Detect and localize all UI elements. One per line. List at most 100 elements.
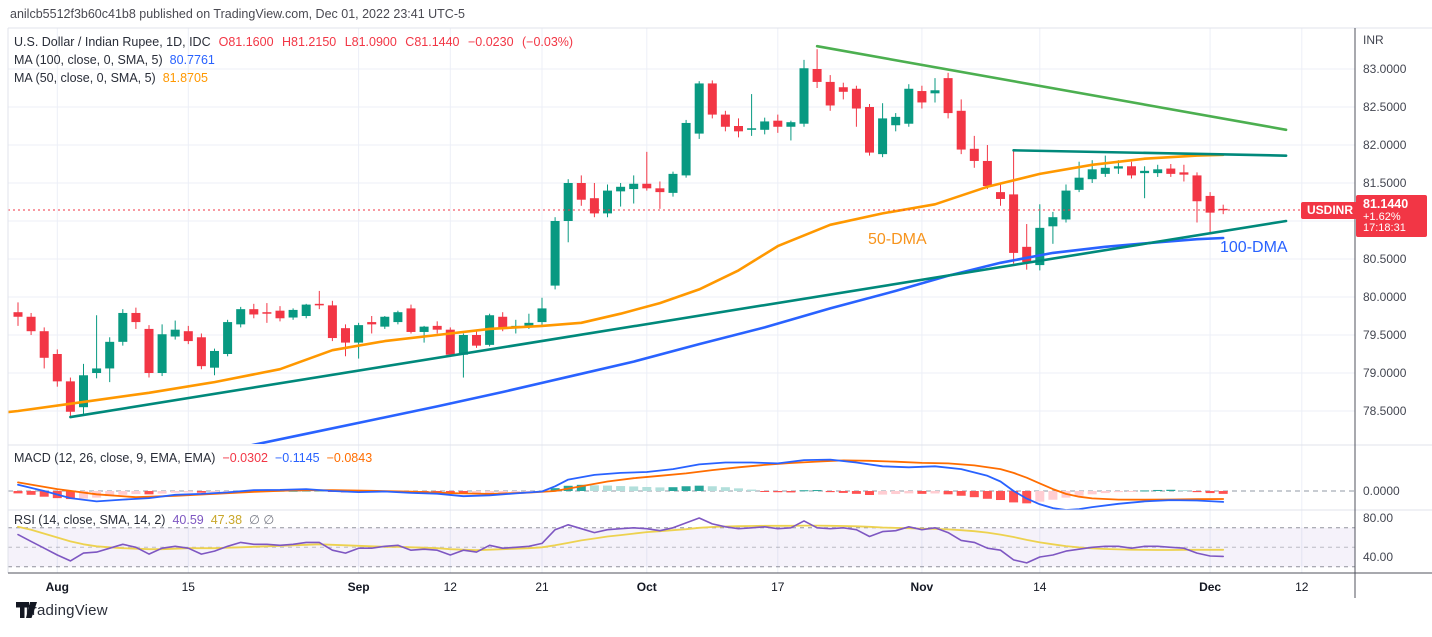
macd-pane[interactable] <box>8 458 1355 510</box>
candle-body <box>341 328 350 343</box>
macd-histogram-bar <box>904 491 914 494</box>
price-pane[interactable] <box>0 44 1355 447</box>
rsi-pane[interactable] <box>8 517 1355 568</box>
candle-body <box>367 322 377 325</box>
publish-watermark: anilcb5512f3b60c41b8 published on Tradin… <box>10 7 465 21</box>
price-tick-label: 82.0000 <box>1363 138 1407 152</box>
candle-body <box>943 78 953 114</box>
candle-body <box>734 126 743 132</box>
macd-histogram-bar <box>79 491 88 499</box>
candle-body <box>812 69 822 82</box>
rsi-line <box>17 517 1224 564</box>
candle-body <box>1140 170 1150 174</box>
candle-body <box>603 190 612 214</box>
candle-body <box>472 335 481 346</box>
macd-histogram-bar <box>550 488 560 491</box>
macd-histogram-bar <box>13 491 23 494</box>
macd-histogram-bar <box>825 491 835 493</box>
candle-body <box>380 316 390 327</box>
candle-body <box>275 310 285 319</box>
ma50-annotation[interactable]: 50-DMA <box>868 231 927 248</box>
candle-body <box>760 121 770 130</box>
macd-histogram-bar <box>1153 489 1163 491</box>
candle-body <box>1192 175 1202 202</box>
candle-body <box>288 309 298 318</box>
macd-histogram-bar <box>1205 491 1215 494</box>
candle-body <box>747 128 757 130</box>
candle-body <box>956 110 966 150</box>
macd-legend-label[interactable]: MACD (12, 26, close, 9, EMA, EMA) <box>14 451 216 465</box>
ma100-legend-label[interactable]: MA (100, close, 0, SMA, 5) <box>14 53 163 67</box>
macd-histogram-bar <box>707 486 717 491</box>
candle-body <box>786 122 796 127</box>
macd-histogram-bar <box>1074 491 1084 496</box>
macd-histogram-bar <box>747 489 757 491</box>
candle-body <box>825 81 835 106</box>
macd-histogram-bar <box>943 491 953 495</box>
candle-body <box>707 83 717 115</box>
macd-histogram-bar <box>891 491 901 495</box>
candle-body <box>629 183 639 190</box>
candle-body <box>969 148 979 161</box>
macd-histogram-bar <box>642 487 652 491</box>
candle-body <box>1113 166 1123 169</box>
descending-resistance-trendline <box>815 44 1288 132</box>
macd-histogram-bar <box>157 491 167 494</box>
candle-body <box>393 312 403 323</box>
ma100-annotation[interactable]: 100-DMA <box>1220 239 1288 256</box>
ma100-line <box>251 236 1225 444</box>
candle-body <box>681 122 691 176</box>
candle-body <box>131 312 141 323</box>
candle-body <box>1061 190 1071 220</box>
ohlc-values: O81.1600 H81.2150 L81.0900 C81.1440 −0.0… <box>218 35 574 49</box>
macd-histogram-bar <box>812 490 822 492</box>
candle-body <box>589 198 599 214</box>
ma50-line <box>8 153 1225 414</box>
candle-body <box>1179 172 1189 175</box>
rsi-legend-label[interactable]: RSI (14, close, SMA, 14, 2) <box>14 513 166 527</box>
time-tick-label-21: 21 <box>535 580 549 594</box>
ascending-support-trendline <box>69 219 1288 419</box>
rsi-sma-value: 47.38 <box>210 513 243 527</box>
macd-histogram-bar <box>865 491 874 495</box>
candle-body <box>1205 195 1215 213</box>
time-tick-label-15: 15 <box>181 580 195 594</box>
candlestick-series <box>13 49 1228 418</box>
macd-histogram-bar <box>996 491 1005 501</box>
candle-body <box>694 83 704 134</box>
macd-histogram-bar <box>956 491 966 496</box>
macd-histogram-bar <box>485 491 495 494</box>
tradingview-brand[interactable]: TradingView <box>16 602 108 619</box>
candle-body <box>524 322 534 326</box>
candle-body <box>996 192 1005 199</box>
macd-histogram-bar <box>472 491 481 494</box>
candle-body <box>1166 168 1176 174</box>
macd-histogram-bar <box>930 491 940 494</box>
last-price-flag[interactable]: 81.1440 +1.62% 17:18:31 <box>1356 195 1427 237</box>
candle-body <box>432 325 442 330</box>
rsi-tick-label: 80.00 <box>1363 511 1394 525</box>
symbol-title[interactable]: U.S. Dollar / Indian Rupee, 1D, IDC <box>14 35 211 49</box>
candle-body <box>105 341 115 369</box>
macd-histogram-bar <box>969 491 979 498</box>
macd-histogram-bar <box>982 491 992 499</box>
candle-body <box>655 188 665 193</box>
rsi-extra-values: ∅ ∅ <box>249 513 275 527</box>
macd-histogram-bar <box>1166 489 1176 491</box>
time-tick-label-aug: Aug <box>45 580 69 594</box>
macd-histogram-bar <box>183 491 193 493</box>
price-tick-label: 82.5000 <box>1363 100 1407 114</box>
price-tick-label: 81.5000 <box>1363 176 1407 190</box>
candle-body <box>327 305 337 339</box>
ma50-legend-label[interactable]: MA (50, close, 0, SMA, 5) <box>14 71 156 85</box>
rsi-legend: RSI (14, close, SMA, 14, 2) 40.59 47.38 ∅ ∅ <box>14 511 274 529</box>
rsi-tick-label: 40.00 <box>1363 550 1394 564</box>
candle-body <box>891 116 901 126</box>
macd-histogram-bar <box>1218 491 1228 494</box>
macd-histogram-bar <box>720 487 730 491</box>
macd-histogram-bar <box>1087 491 1097 495</box>
candle-body <box>249 309 259 315</box>
candle-body <box>642 183 652 189</box>
candle-body <box>406 308 416 332</box>
